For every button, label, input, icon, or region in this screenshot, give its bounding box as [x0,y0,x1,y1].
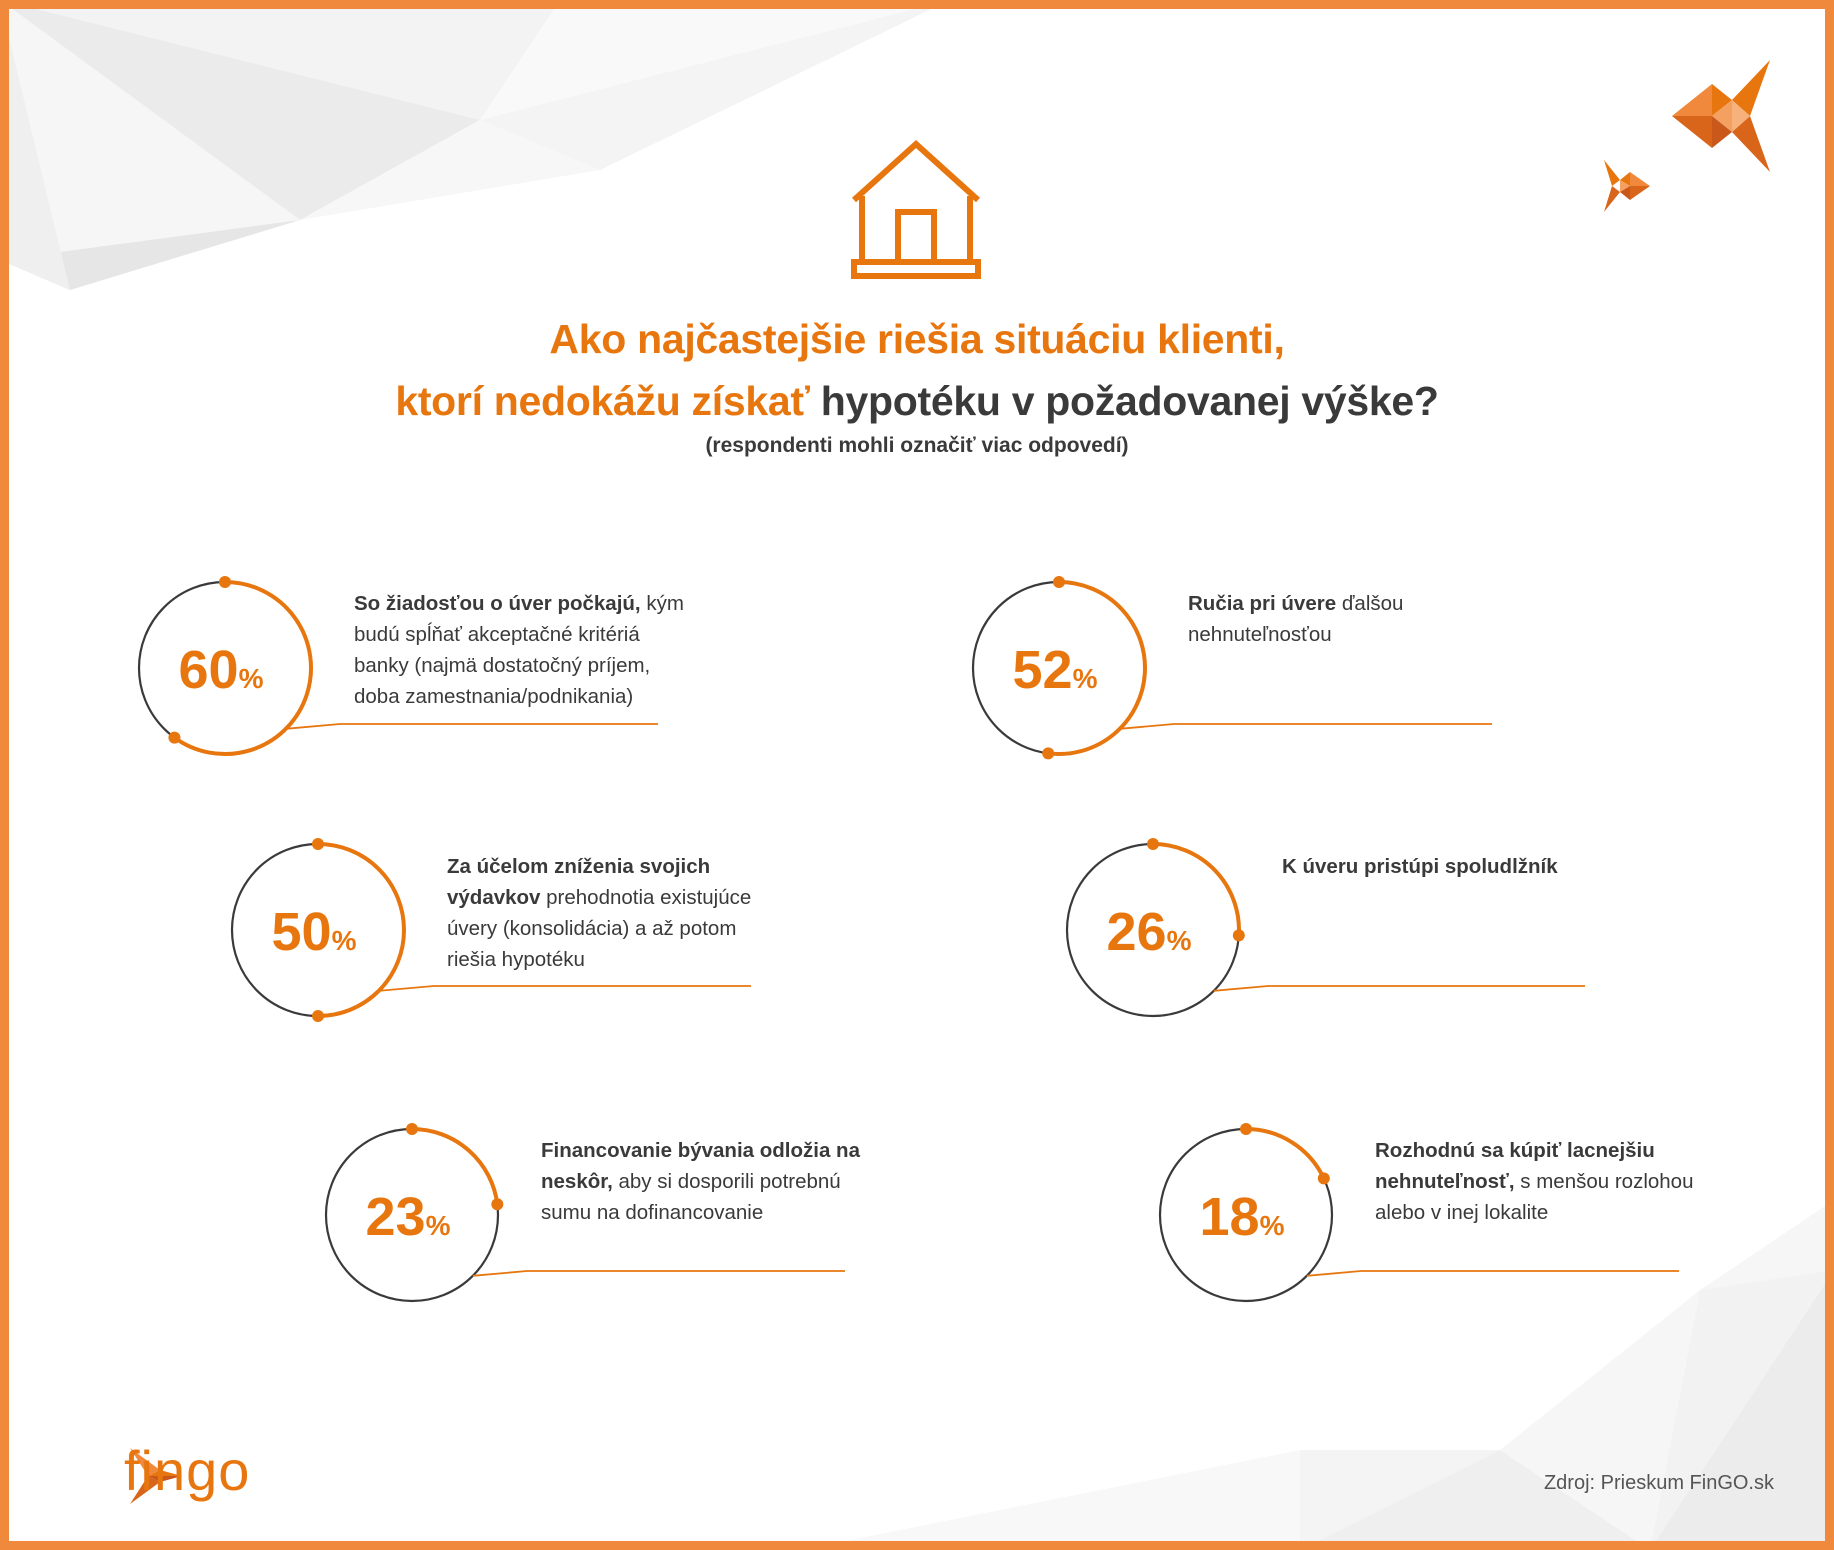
percentage-label: 52% [1013,640,1098,700]
item-description: Rozhodnú sa kúpiť lacnejšiu nehnuteľnosť… [1375,1135,1715,1228]
connector-line [285,723,658,730]
arc-start-dot [1240,1123,1252,1135]
title-line-1: Ako najčastejšie riešia situáciu klienti… [549,316,1285,362]
progress-arc [411,1127,500,1205]
progress-arc [1152,842,1241,936]
chart-title: Ako najčastejšie riešia situáciu klienti… [0,308,1834,458]
percentage-unit: % [1260,1210,1285,1241]
arc-start-dot [1053,576,1065,588]
arc-start-dot [1147,838,1159,850]
item-description: Ručia pri úvere ďalšou nehnuteľnosťou [1188,588,1528,650]
fish-icon [1672,60,1770,172]
percentage-unit: % [1167,925,1192,956]
progress-item: 60% [137,576,658,756]
percentage-unit: % [1073,663,1098,694]
arc-end-dot [168,731,181,744]
item-description: So žiadosťou o úver počkajú, kým budú sp… [354,588,694,712]
percentage-value: 60 [179,640,239,700]
arc-start-dot [219,576,231,588]
fish-icon [1604,160,1650,212]
percentage-label: 50% [272,902,357,962]
percentage-unit: % [239,663,264,694]
connector-line [472,1270,845,1277]
progress-item: 50% [230,838,751,1022]
percentage-unit: % [332,925,357,956]
progress-item: 23% [324,1123,845,1303]
item-description-bold: Ručia pri úvere [1188,592,1337,615]
title-line-2-highlight: ktorí nedokážu získať [395,378,810,424]
title-line-2: ktorí nedokážu získať hypotéku v požadov… [0,370,1834,432]
item-description-rest: kým budú spĺňať akceptačné kritériá bank… [354,592,684,708]
item-description-bold: K úveru pristúpi spoludlžník [1282,855,1558,878]
item-description-rest: prehodnotia existujúce úvery (konsolidác… [447,886,752,971]
item-description-rest: aby si dosporili potrebnú sumu na dofina… [541,1170,841,1224]
item-description: K úveru pristúpi spoludlžník [1282,851,1622,882]
fingo-logo-text: fingo [124,1439,251,1502]
percentage-value: 52 [1013,640,1073,700]
house-icon [851,139,981,279]
item-description-bold: Rozhodnú sa kúpiť lacnejšiu nehnuteľnosť… [1375,1139,1655,1193]
connector-line [1119,723,1492,730]
percentage-value: 26 [1107,902,1167,962]
progress-arc [1047,580,1147,756]
item-description-rest: s menšou rozlohou alebo v inej lokalite [1375,1170,1694,1224]
percentage-value: 50 [272,902,332,962]
percentage-label: 26% [1107,902,1192,962]
arc-end-dot [1042,747,1055,760]
connector-line [378,985,751,992]
connector-line [1306,1270,1679,1277]
connector-line [1213,985,1585,992]
percentage-value: 23 [366,1187,426,1247]
source-note: Zdroj: Prieskum FinGO.sk [1543,1472,1774,1494]
progress-arc [1245,1127,1326,1180]
title-line-2-rest: hypotéku v požadovanej výške? [809,378,1439,424]
progress-arc [173,580,313,756]
item-description-bold: Za účelom zníženia svojich výdavkov [447,855,711,909]
arc-start-dot [312,838,324,850]
item-description-bold: So žiadosťou o úver počkajú, [354,592,641,615]
item-description: Za účelom zníženia svojich výdavkov preh… [447,851,787,975]
item-description-bold: Financovanie bývania odložia na neskôr, [541,1139,860,1193]
percentage-unit: % [426,1210,451,1241]
percentage-label: 18% [1200,1187,1285,1247]
percentage-label: 60% [179,640,264,700]
item-description: Financovanie bývania odložia na neskôr, … [541,1135,881,1228]
percentage-value: 18 [1200,1187,1260,1247]
arc-end-dot [491,1198,504,1211]
arc-end-dot [1317,1172,1330,1185]
item-description-rest: ďalšou nehnuteľnosťou [1188,592,1404,646]
arc-start-dot [406,1123,418,1135]
progress-item: 18% [1158,1123,1679,1303]
progress-item: 52% [971,576,1492,760]
fingo-logo [130,1448,182,1504]
progress-item: 26% [1065,838,1585,1018]
progress-arc [317,842,406,1018]
chart-subtitle: (respondenti mohli označiť viac odpovedí… [705,434,1129,457]
arc-end-dot [312,1010,324,1022]
percentage-label: 23% [366,1187,451,1247]
arc-end-dot [1232,929,1245,942]
